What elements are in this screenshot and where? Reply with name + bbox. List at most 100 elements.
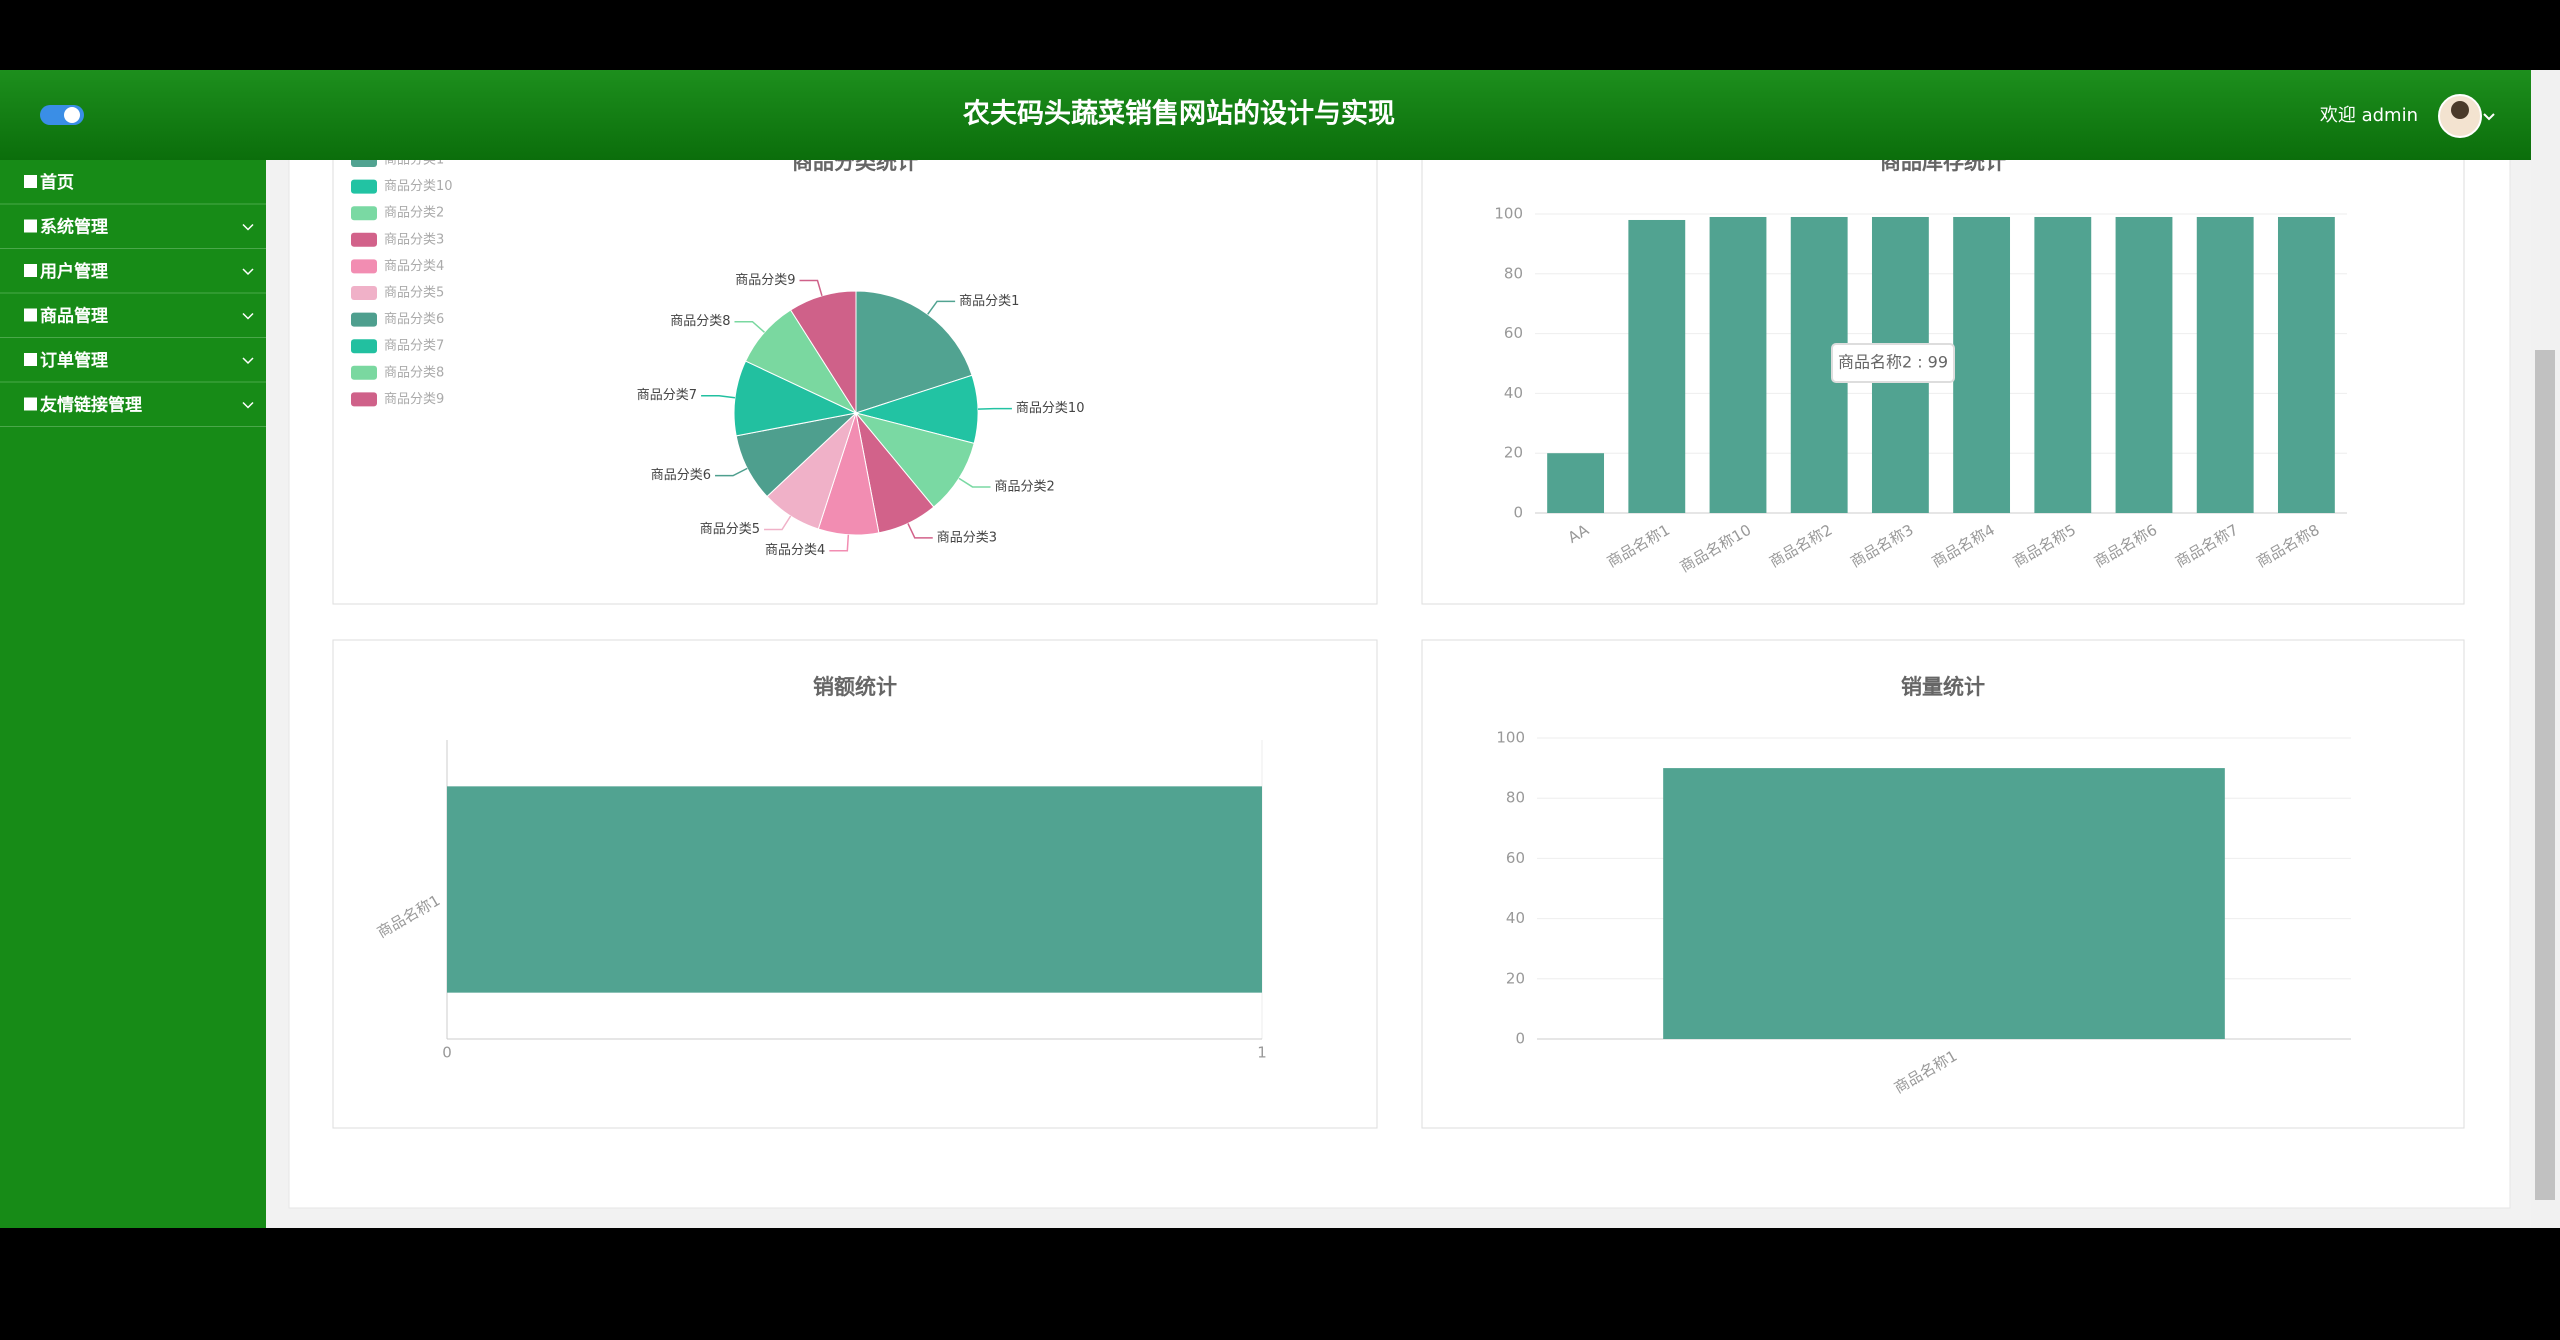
pie-label: 商品分类1: [959, 294, 1019, 309]
site-title: 农夫码头蔬菜销售网站的设计与实现: [962, 98, 1395, 130]
menu-chevron: [242, 401, 254, 409]
tooltip-text: 商品名称2 : 99: [1838, 353, 1948, 372]
menu-icon: [24, 219, 37, 233]
menu-label: 友情链接管理: [40, 395, 142, 416]
bar: [447, 786, 1262, 993]
menu-item[interactable]: [0, 160, 266, 204]
pie-leader: [764, 515, 792, 531]
menu-item[interactable]: [0, 249, 266, 293]
avatar-hair: [2451, 101, 2469, 119]
legend-swatch: [351, 206, 377, 221]
legend-label: 商品分类8: [384, 365, 444, 380]
bar: [2196, 216, 2254, 514]
legend-swatch: [351, 179, 377, 194]
pie-leader: [799, 279, 823, 297]
bar: [2277, 216, 2335, 514]
bar: [1663, 768, 2225, 1039]
legend-swatch: [351, 365, 377, 380]
menu-label: 用户管理: [40, 261, 108, 282]
menu-chevron: [242, 312, 254, 320]
pie-slice: [854, 412, 975, 508]
legend-swatch: [351, 286, 377, 300]
pie-label: 商品分类7: [637, 388, 697, 403]
menu-label: 系统管理: [40, 217, 108, 238]
pie-leader: [927, 300, 956, 315]
x-tick-label: 1: [1257, 1044, 1267, 1062]
legend-swatch: [351, 259, 377, 274]
pie-slice: [855, 290, 973, 414]
pie-leader: [829, 534, 850, 552]
legend-label: 商品分类2: [384, 206, 444, 221]
menu-icon: [24, 397, 37, 411]
bar: [1953, 216, 2011, 514]
pie-label: 商品分类10: [1016, 401, 1085, 416]
pie-label: 商品分类8: [670, 314, 730, 329]
pie-label: 商品分类3: [937, 530, 997, 545]
menu-label: 订单管理: [40, 350, 108, 371]
bar: [2034, 216, 2092, 514]
legend-swatch: [351, 392, 377, 407]
bar: [1628, 219, 1686, 514]
menu-icon: [24, 175, 37, 188]
menu-item[interactable]: [0, 338, 266, 382]
legend-label: 商品分类4: [384, 259, 444, 274]
chart-title: 销额统计: [813, 675, 897, 699]
pie-label: 商品分类5: [700, 522, 760, 537]
menu-label: 首页: [40, 172, 74, 193]
y-tick-label: 0: [1513, 504, 1523, 522]
header: [0, 70, 2531, 160]
pie-slice: [733, 360, 858, 437]
legend-swatch: [351, 232, 377, 247]
y-tick-label: 40: [1506, 909, 1525, 927]
pie-leader: [958, 477, 991, 488]
dropdown-arrow[interactable]: [2483, 113, 2495, 121]
pie-leader: [977, 407, 1012, 410]
y-tick-label: 20: [1506, 969, 1525, 987]
toggle-knob: [64, 107, 80, 123]
scroll-thumb[interactable]: [2535, 350, 2555, 1200]
legend-swatch: [351, 339, 377, 354]
pie-label: 商品分类6: [651, 468, 711, 483]
menu-icon: [24, 308, 37, 322]
chart-title: 销量统计: [1901, 675, 1985, 699]
welcome: 欢迎 admin: [2320, 105, 2418, 126]
tooltip: [1831, 343, 1955, 383]
pie-label: 商品分类2: [995, 479, 1055, 494]
legend-label: 商品分类7: [384, 339, 444, 354]
y-tick-label: 80: [1504, 264, 1523, 282]
y-tick-label: 60: [1506, 849, 1525, 867]
menu-icon: [24, 353, 37, 366]
legend-label: 商品分类3: [384, 232, 444, 247]
legend-label: 商品分类10: [384, 179, 453, 194]
legend-label: 商品分类9: [384, 392, 444, 407]
bar: [1547, 453, 1605, 513]
x-tick-label: 0: [442, 1044, 452, 1062]
menu-item[interactable]: [0, 293, 266, 338]
menu-label: 商品管理: [40, 306, 108, 327]
menu-chevron: [242, 268, 254, 276]
y-tick-label: 20: [1504, 444, 1523, 462]
pie-leader: [701, 394, 736, 399]
pie-leader: [734, 320, 765, 333]
bar: [1709, 216, 1767, 514]
pie-label: 商品分类4: [765, 543, 825, 558]
y-tick-label: 100: [1496, 729, 1525, 747]
pie-leader: [715, 467, 748, 477]
pie-leader: [907, 523, 933, 539]
menu-item[interactable]: [0, 204, 266, 249]
y-tick-label: 100: [1494, 205, 1523, 223]
legend-label: 商品分类6: [384, 312, 444, 327]
pie-label: 商品分类9: [735, 273, 795, 288]
y-tick-label: 80: [1506, 789, 1525, 807]
y-tick-label: 60: [1504, 324, 1523, 342]
bar: [2115, 216, 2173, 514]
legend-swatch: [351, 312, 377, 327]
y-tick-label: 40: [1504, 384, 1523, 402]
y-tick-label: 0: [1515, 1030, 1525, 1048]
menu-item[interactable]: [0, 382, 266, 427]
menu-chevron: [242, 223, 254, 231]
legend-label: 商品分类5: [384, 286, 444, 301]
menu-icon: [24, 264, 37, 277]
